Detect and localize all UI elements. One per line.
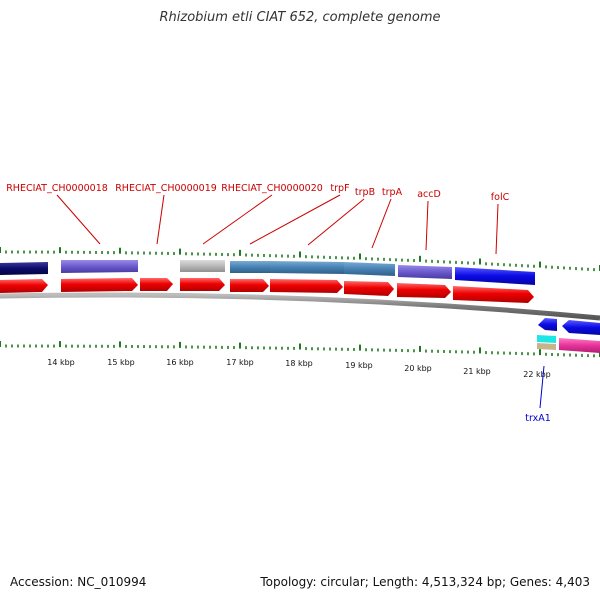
label-leader-line — [156, 194, 165, 245]
cds-arrow — [270, 279, 343, 293]
gene-label[interactable]: trpA — [382, 187, 403, 198]
label-leader-line — [539, 365, 545, 409]
cds-arrow — [140, 278, 173, 291]
scale-label: 14 kbp — [47, 358, 75, 367]
cds-arrow — [344, 281, 394, 296]
cds-arrow — [61, 278, 138, 292]
feature-row-outer — [0, 260, 535, 285]
feature-box — [537, 335, 556, 343]
map-title: Rhizobium etli CIAT 652, complete genome — [159, 10, 441, 25]
cds-arrow — [453, 286, 534, 303]
gene-labels-bottom: trxA1 — [525, 365, 551, 424]
label-leader-line — [371, 198, 392, 249]
cds-arrow — [230, 279, 269, 292]
genome-summary: Topology: circular; Length: 4,513,324 bp… — [260, 575, 590, 589]
label-leader-line — [249, 194, 341, 245]
gene-label[interactable]: folC — [491, 192, 510, 203]
scale-label: 22 kbp — [523, 370, 551, 379]
tick-row-top — [0, 247, 600, 272]
feature-box — [537, 343, 556, 350]
feature-box — [270, 261, 344, 274]
gene-label[interactable]: trxA1 — [525, 413, 551, 424]
scale-label: 21 kbp — [463, 367, 491, 376]
feature-box — [344, 262, 395, 276]
tick-row-bottom — [0, 341, 600, 358]
reverse-strand-features — [537, 318, 600, 353]
label-leader-line — [425, 200, 429, 251]
feature-box — [398, 265, 452, 279]
scale-label: 17 kbp — [226, 358, 254, 367]
scale-label: 20 kbp — [404, 364, 432, 373]
scale-label: 18 kbp — [285, 359, 313, 368]
gene-label[interactable]: RHECIAT_CH0000019 — [115, 183, 217, 194]
cds-row — [0, 278, 534, 303]
gene-label[interactable]: trpF — [330, 183, 349, 194]
feature-box — [61, 260, 138, 273]
gene-label[interactable]: accD — [417, 189, 441, 200]
genome-backbone — [0, 292, 600, 321]
reverse-arrow — [562, 320, 600, 335]
cds-arrow — [180, 278, 225, 291]
reverse-arrow — [538, 318, 557, 331]
gene-label[interactable]: RHECIAT_CH0000018 — [6, 183, 108, 194]
scale-label: 15 kbp — [107, 358, 135, 367]
scale-labels: 14 kbp 15 kbp 16 kbp 17 kbp 18 kbp 19 kb… — [47, 358, 551, 379]
feature-box — [230, 261, 270, 273]
gene-label[interactable]: RHECIAT_CH0000020 — [221, 183, 323, 194]
label-leader-line — [307, 198, 365, 246]
cds-arrow — [397, 283, 451, 298]
gene-labels-top: RHECIAT_CH0000018 RHECIAT_CH0000019 RHEC… — [6, 183, 510, 255]
accession-label: Accession: NC_010994 — [10, 575, 147, 589]
label-leader-line — [202, 194, 273, 245]
scale-label: 16 kbp — [166, 358, 194, 367]
feature-box — [180, 260, 225, 272]
scale-label: 19 kbp — [345, 361, 373, 370]
feature-box — [0, 262, 48, 275]
label-leader-line — [56, 194, 101, 245]
cds-arrow — [0, 279, 48, 293]
label-leader-line — [495, 203, 499, 255]
feature-box — [559, 338, 600, 353]
gene-label[interactable]: trpB — [355, 187, 375, 198]
feature-box — [455, 267, 535, 285]
